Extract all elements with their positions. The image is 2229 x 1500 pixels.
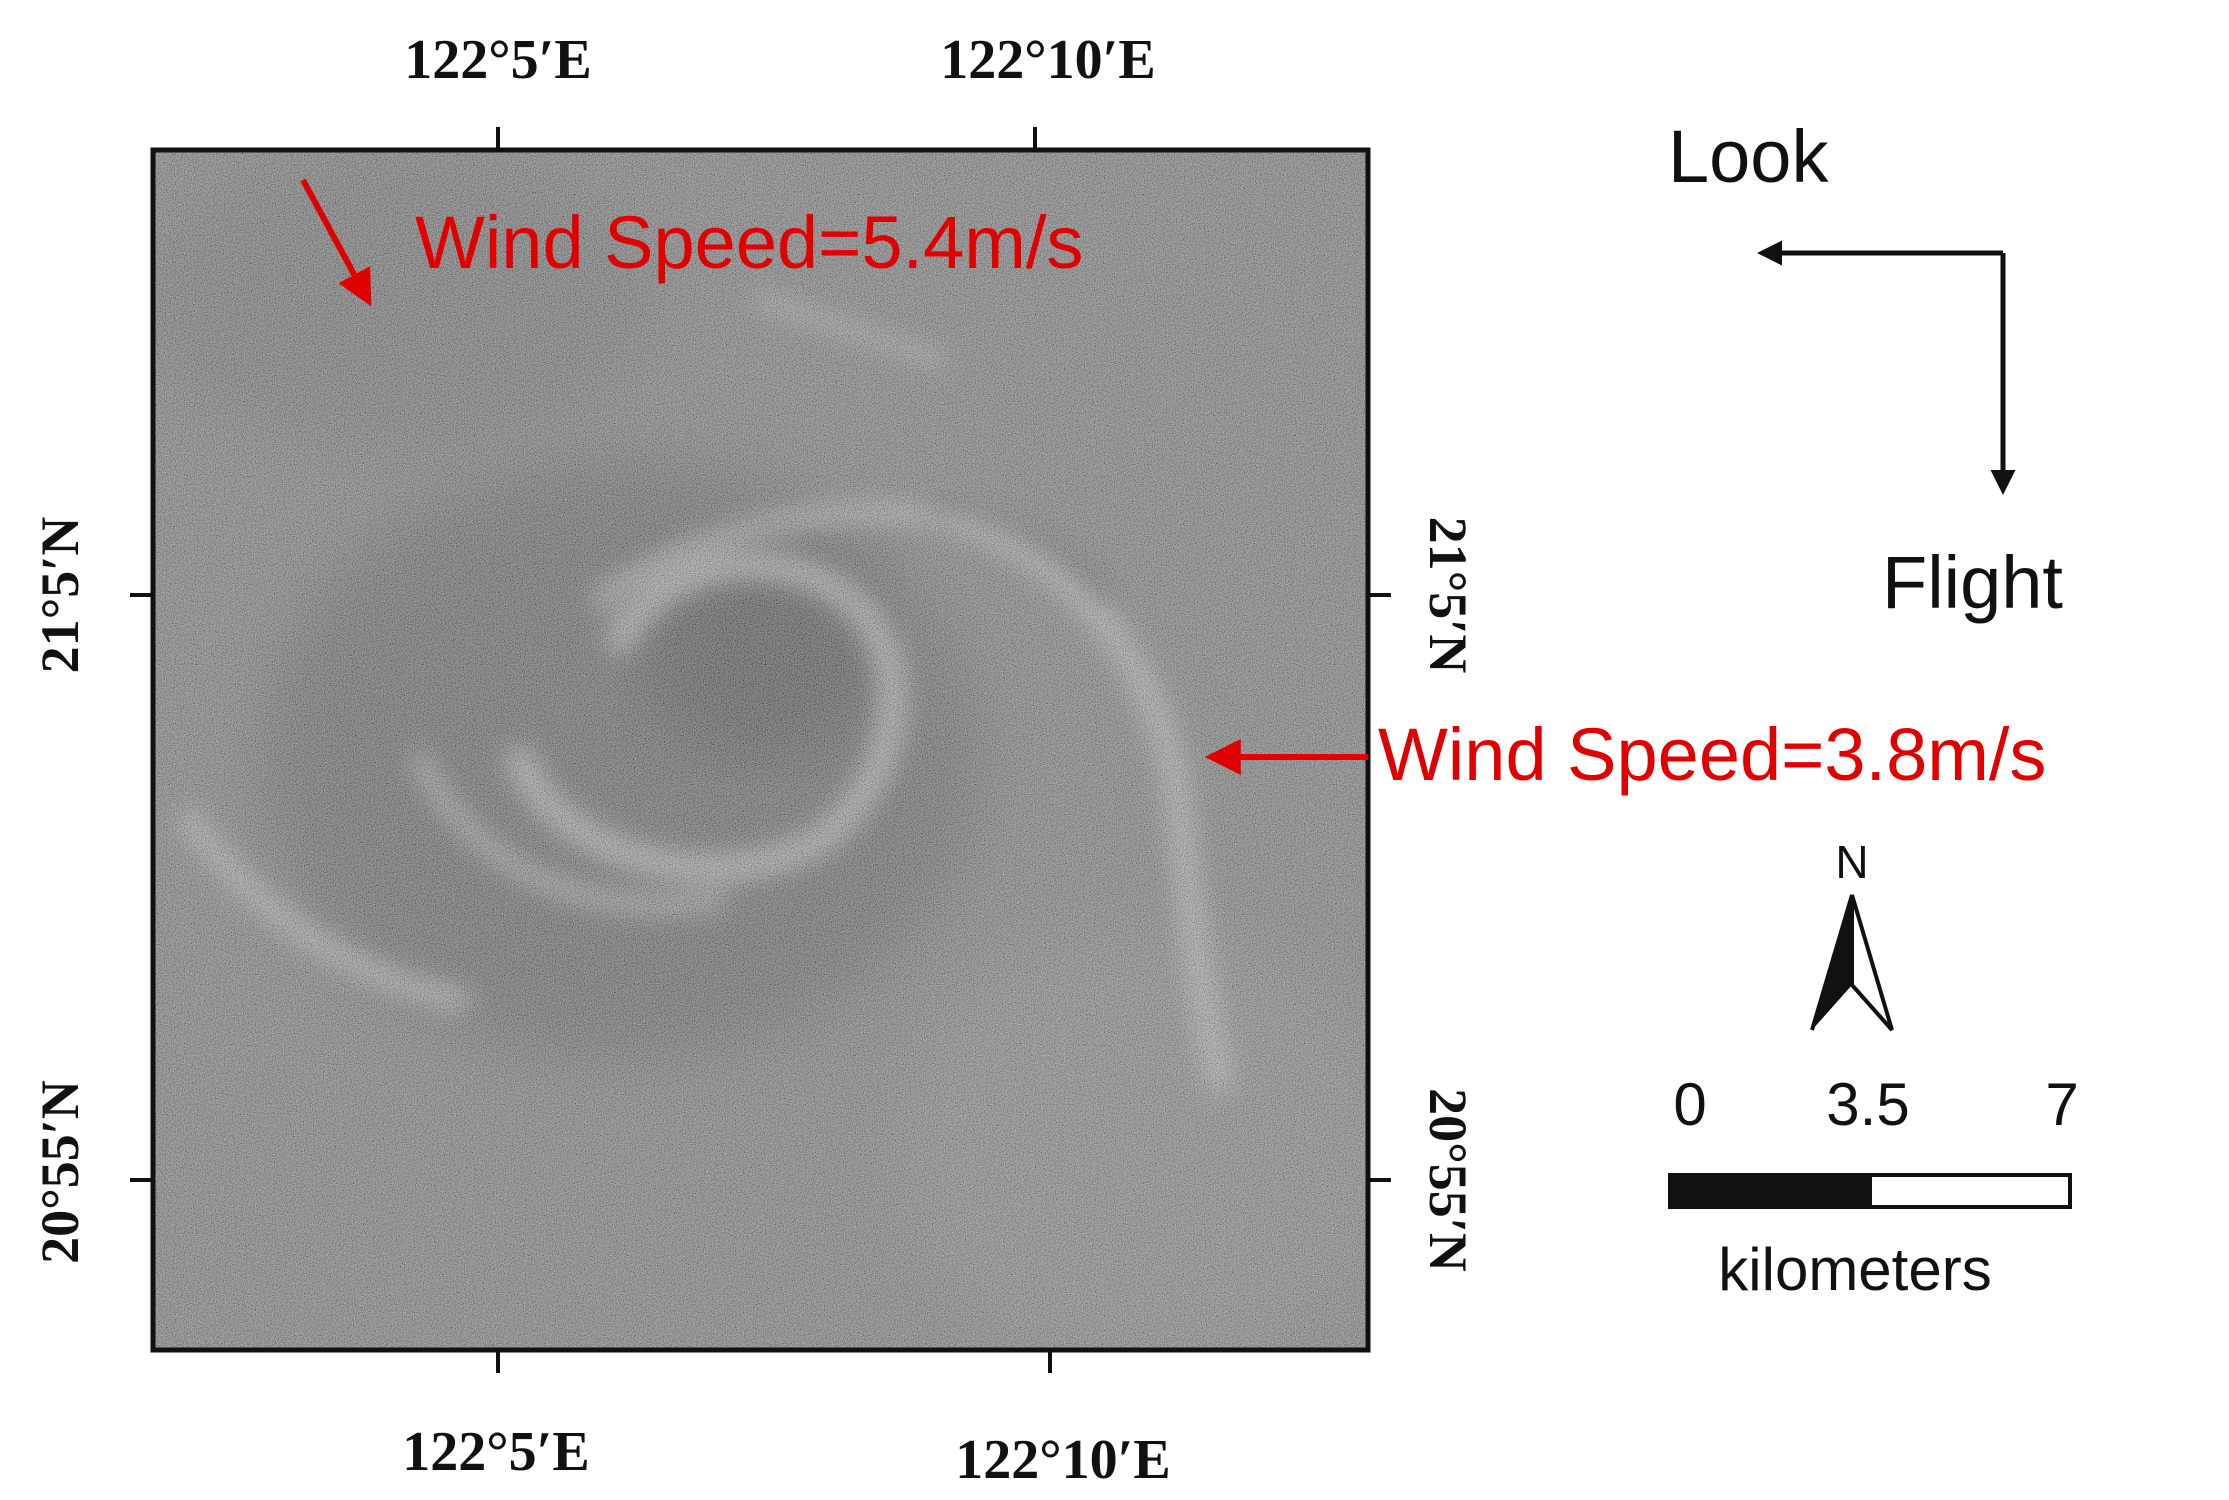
lat-label-left-1: 21°5′N xyxy=(30,517,90,674)
scale-unit-label: kilometers xyxy=(1718,1236,1991,1303)
scale-bar-white-segment xyxy=(1868,1173,2072,1209)
look-label: Look xyxy=(1668,115,1829,198)
lon-label-bottom-1: 122°5′E xyxy=(402,1421,590,1483)
lat-label-left-2: 20°55′N xyxy=(30,1080,90,1264)
scale-tick-mid: 3.5 xyxy=(1826,1071,1909,1138)
lat-label-right-2: 20°55′N xyxy=(1418,1088,1478,1272)
graticule-ticks xyxy=(130,127,1391,1373)
map-frame xyxy=(150,147,1371,1353)
north-arrow: N xyxy=(1810,836,1894,1032)
scale-bar: 0 3.5 7 kilometers xyxy=(1668,1071,2079,1303)
north-label: N xyxy=(1835,836,1868,888)
scale-bar-black-segment xyxy=(1668,1173,1872,1209)
wind-speed-label-1: Wind Speed=5.4m/s xyxy=(415,201,1083,284)
sar-image xyxy=(153,150,1368,1350)
lat-label-right-1: 21°5′N xyxy=(1418,517,1478,674)
wind-speed-label-2: Wind Speed=3.8m/s xyxy=(1378,713,2046,796)
lon-label-bottom-2: 122°10′E xyxy=(955,1429,1171,1491)
scale-tick-0: 0 xyxy=(1673,1071,1706,1138)
wind-arrow-1 xyxy=(300,178,372,307)
lon-label-top-2: 122°10′E xyxy=(940,29,1156,91)
lon-label-top-1: 122°5′E xyxy=(404,29,592,91)
north-arrow-icon xyxy=(1810,894,1894,1032)
scale-tick-end: 7 xyxy=(2045,1071,2078,1138)
direction-legend: Look Flight xyxy=(1668,115,2063,624)
flight-label: Flight xyxy=(1882,541,2063,624)
